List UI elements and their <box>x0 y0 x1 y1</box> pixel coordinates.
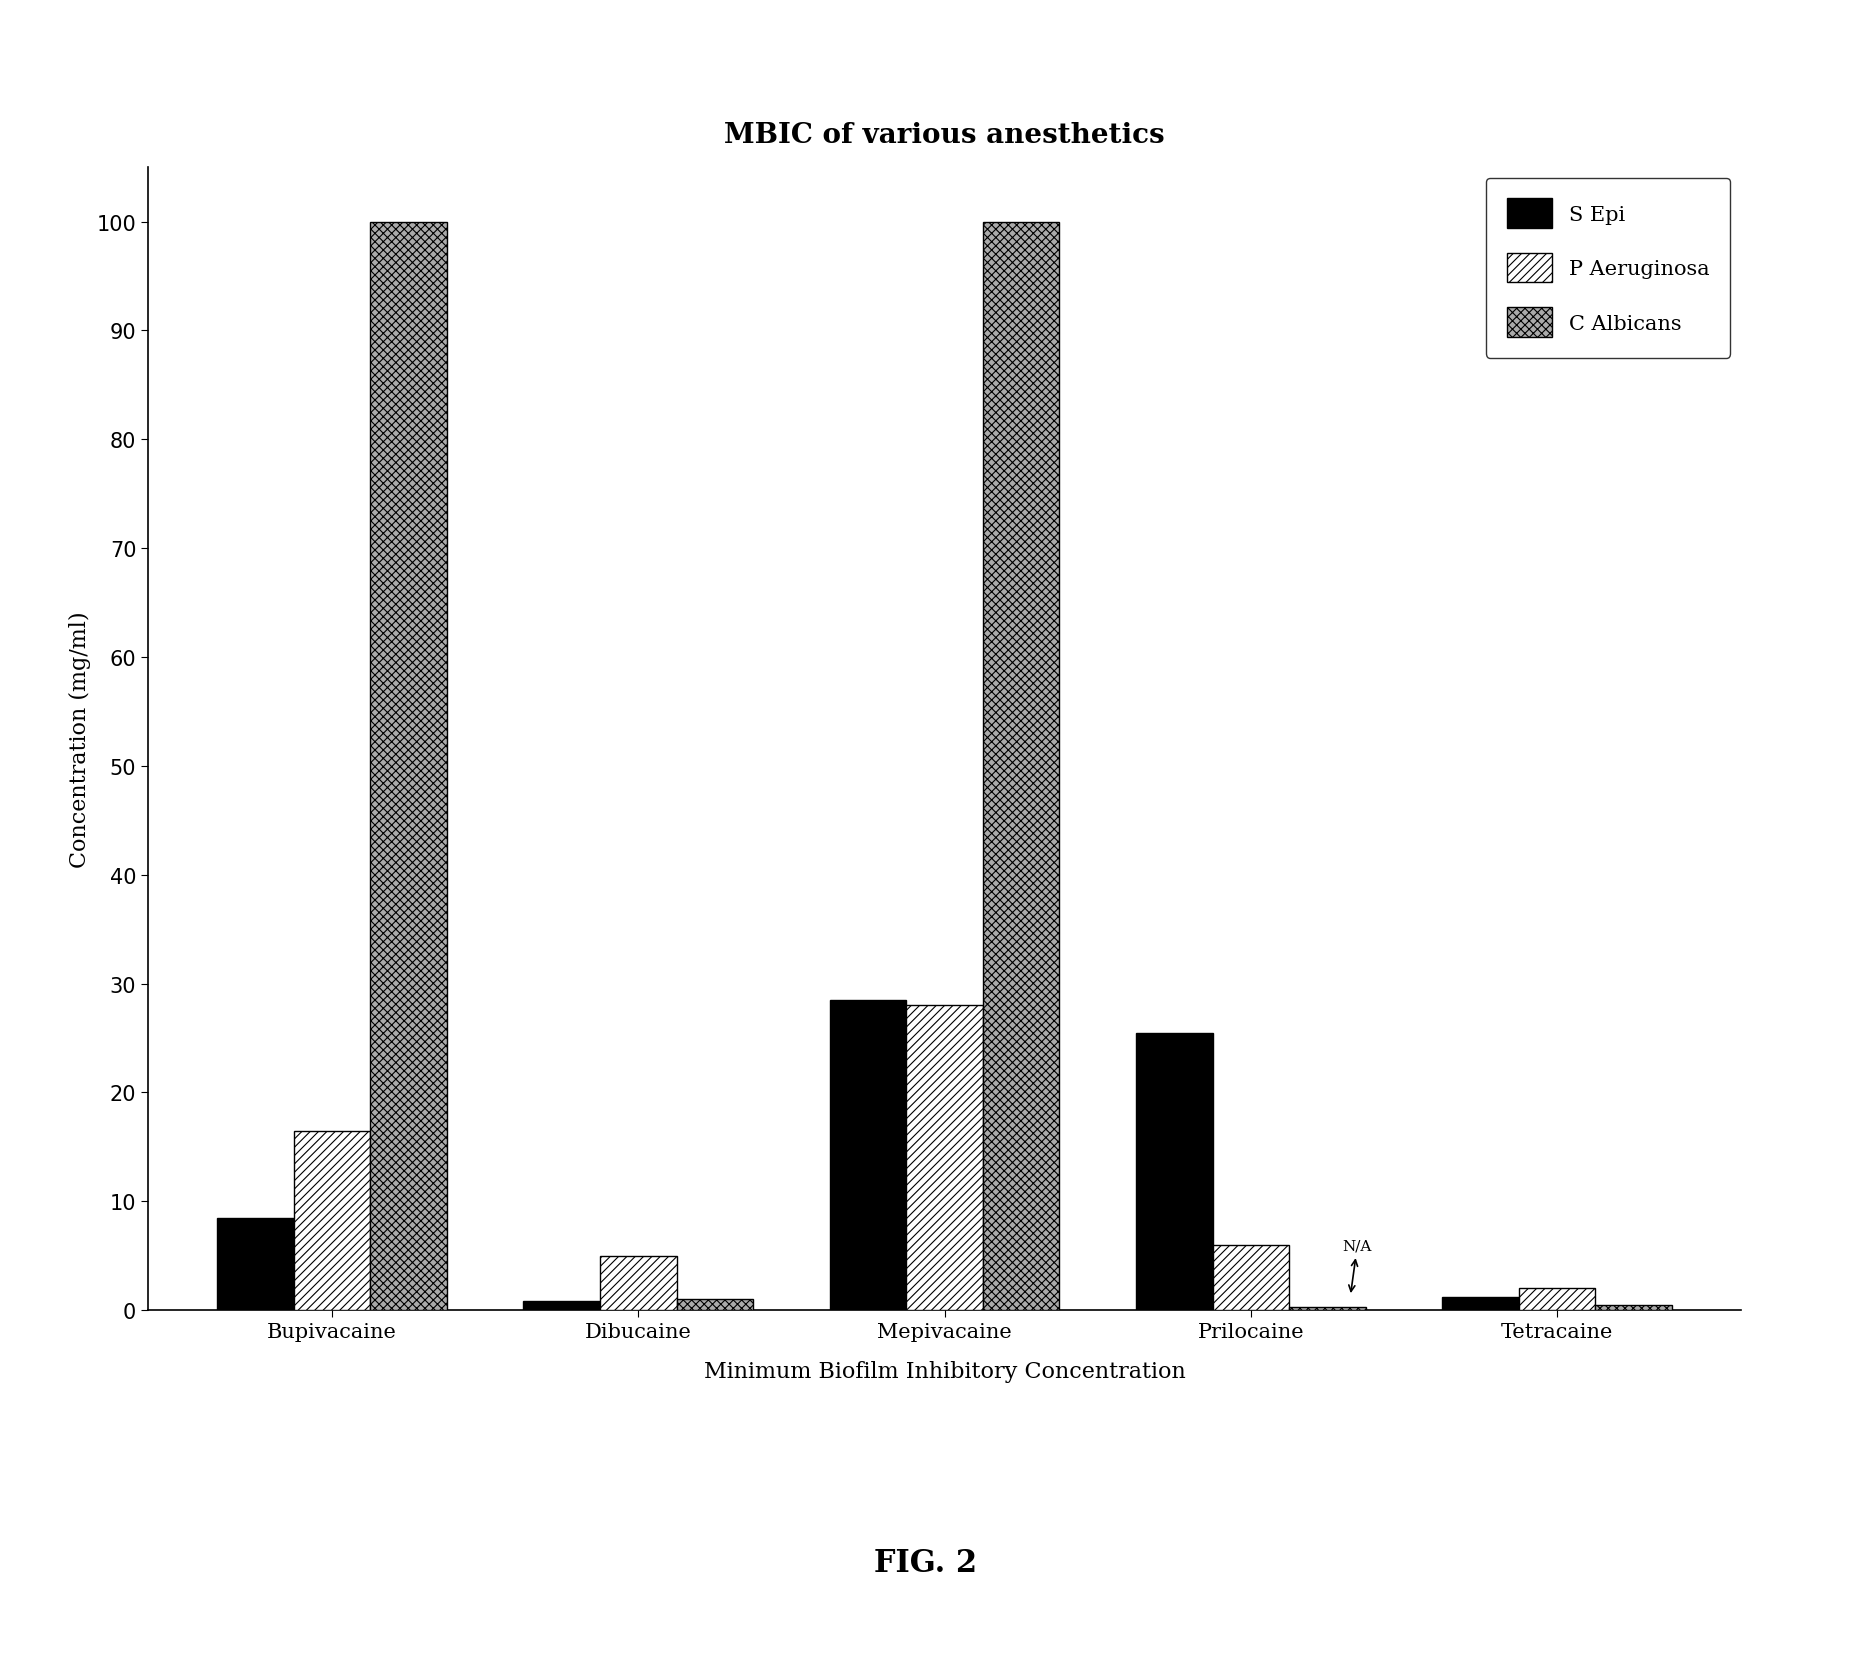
Bar <box>1135 1033 1213 1310</box>
Y-axis label: Concentration (mg/ml): Concentration (mg/ml) <box>69 612 91 867</box>
Bar <box>1289 1307 1365 1310</box>
Bar <box>983 222 1059 1310</box>
Legend: S Epi, P Aeruginosa, C Albicans: S Epi, P Aeruginosa, C Albicans <box>1485 178 1730 358</box>
Bar <box>600 1257 676 1310</box>
Title: MBIC of various anesthetics: MBIC of various anesthetics <box>724 123 1165 150</box>
Bar <box>370 222 446 1310</box>
Bar <box>830 1000 906 1310</box>
Bar <box>217 1218 294 1310</box>
Bar <box>906 1006 983 1310</box>
Bar <box>1595 1305 1672 1310</box>
Bar <box>524 1302 600 1310</box>
Bar <box>676 1300 754 1310</box>
Text: FIG. 2: FIG. 2 <box>874 1547 978 1578</box>
X-axis label: Minimum Biofilm Inhibitory Concentration: Minimum Biofilm Inhibitory Concentration <box>704 1361 1185 1383</box>
Bar <box>1213 1245 1289 1310</box>
Bar <box>294 1131 370 1310</box>
Text: N/A: N/A <box>1343 1238 1372 1292</box>
Bar <box>1443 1297 1519 1310</box>
Bar <box>1519 1289 1595 1310</box>
